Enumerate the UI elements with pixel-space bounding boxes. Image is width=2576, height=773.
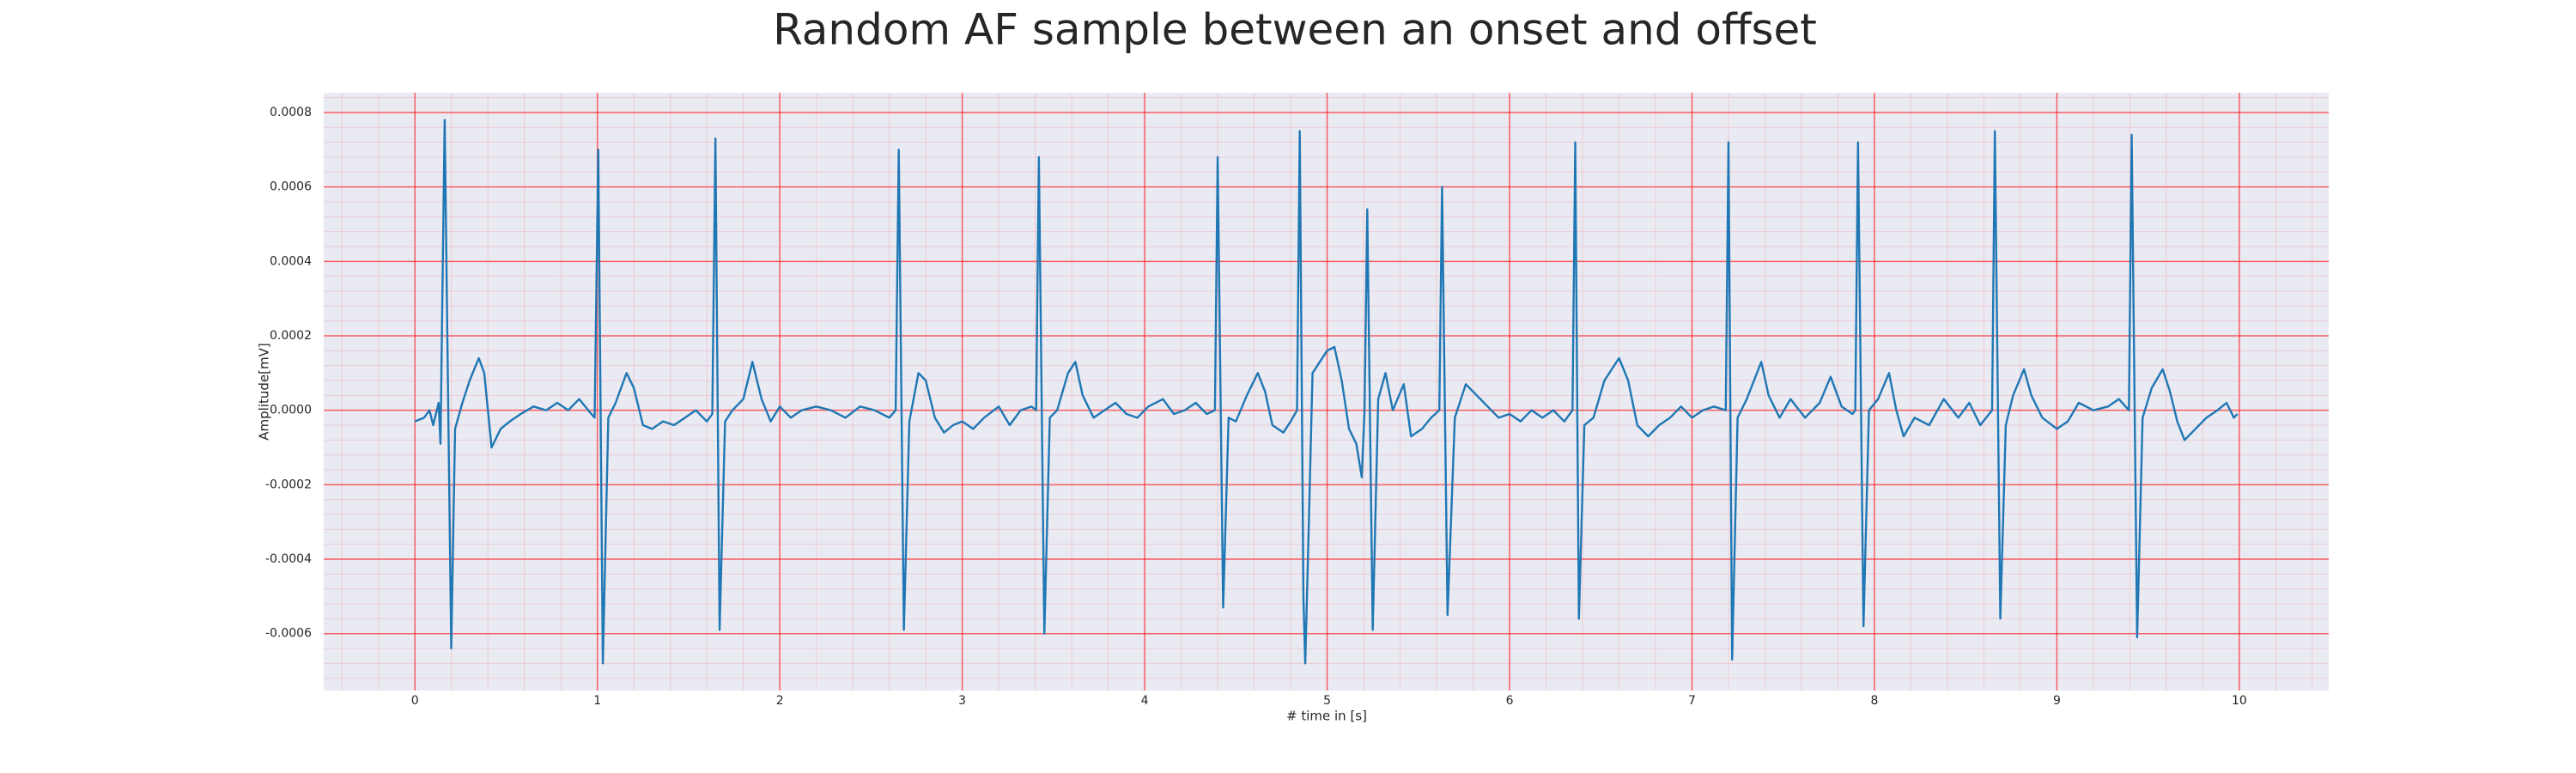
chart-title: Random AF sample between an onset and of… [773, 5, 1817, 55]
x-tick-label: 4 [1141, 694, 1149, 708]
y-axis-label: Amplitude[mV] [257, 343, 272, 440]
x-axis-label: # time in [s] [1286, 709, 1367, 724]
y-tick-label: 0.0000 [270, 404, 312, 417]
x-tick-label: 6 [1506, 694, 1514, 708]
x-tick-label: 0 [411, 694, 419, 708]
y-tick-label: 0.0008 [270, 106, 312, 119]
y-tick-label: -0.0006 [265, 627, 312, 641]
y-tick-label: 0.0004 [270, 254, 312, 268]
x-tick-label: 5 [1323, 694, 1331, 708]
x-tick-label: 1 [593, 694, 601, 708]
y-tick-label: 0.0002 [270, 329, 312, 343]
x-tick-label: 10 [2232, 694, 2247, 708]
x-tick-label: 3 [958, 694, 966, 708]
x-tick-label: 8 [1870, 694, 1878, 708]
x-tick-label: 9 [2053, 694, 2061, 708]
y-tick-label: 0.0006 [270, 180, 312, 194]
data-line [414, 119, 2239, 665]
plot-background [324, 93, 2329, 691]
x-tick-label: 2 [776, 694, 784, 708]
y-tick-label: -0.0002 [265, 478, 312, 491]
x-tick-label: 7 [1688, 694, 1696, 708]
y-tick-label: -0.0004 [265, 552, 312, 566]
